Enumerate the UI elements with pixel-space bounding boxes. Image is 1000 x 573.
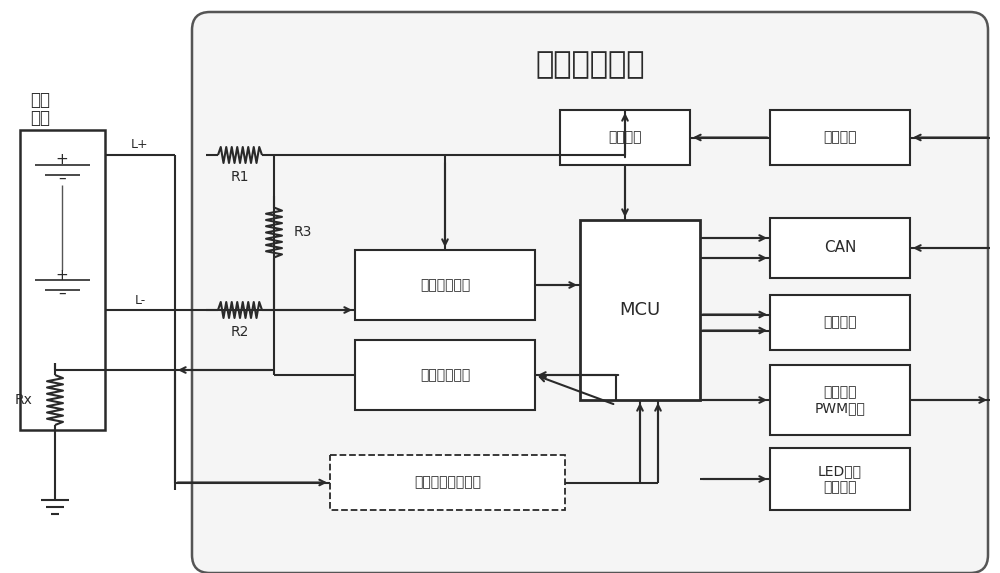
Text: 电池: 电池 [30, 109, 50, 127]
FancyBboxPatch shape [770, 365, 910, 435]
Text: 电压注入电路: 电压注入电路 [420, 368, 470, 382]
Text: CAN: CAN [824, 241, 856, 256]
FancyBboxPatch shape [355, 250, 535, 320]
Text: 开关量或
PWM指示: 开关量或 PWM指示 [815, 385, 865, 415]
FancyBboxPatch shape [20, 130, 105, 430]
Text: MCU: MCU [619, 301, 661, 319]
Text: Rx: Rx [15, 393, 33, 407]
FancyBboxPatch shape [770, 295, 910, 350]
FancyBboxPatch shape [192, 12, 988, 573]
Text: –: – [58, 285, 66, 300]
Text: 电源保护: 电源保护 [823, 131, 857, 144]
Text: 内部存储: 内部存储 [823, 316, 857, 329]
Text: 电阻测量电路: 电阻测量电路 [420, 278, 470, 292]
Text: L-: L- [134, 293, 146, 307]
FancyBboxPatch shape [580, 220, 700, 400]
FancyBboxPatch shape [770, 218, 910, 278]
FancyBboxPatch shape [770, 110, 910, 165]
Text: –: – [58, 171, 66, 186]
FancyBboxPatch shape [355, 340, 535, 410]
FancyBboxPatch shape [770, 448, 910, 510]
Text: 绵缘检测系统: 绵缘检测系统 [535, 50, 645, 80]
Text: L+: L+ [131, 139, 149, 151]
Text: LED指示
运行状态: LED指示 运行状态 [818, 464, 862, 494]
Text: R3: R3 [294, 226, 312, 240]
Text: R1: R1 [231, 170, 249, 184]
Text: +: + [56, 268, 68, 282]
FancyBboxPatch shape [330, 455, 565, 510]
Text: R2: R2 [231, 325, 249, 339]
Text: +: + [56, 152, 68, 167]
Text: 电源隔离: 电源隔离 [608, 131, 642, 144]
Text: 高压: 高压 [30, 91, 50, 109]
Text: 检测电压注入反馈: 检测电压注入反馈 [414, 476, 481, 489]
FancyBboxPatch shape [560, 110, 690, 165]
